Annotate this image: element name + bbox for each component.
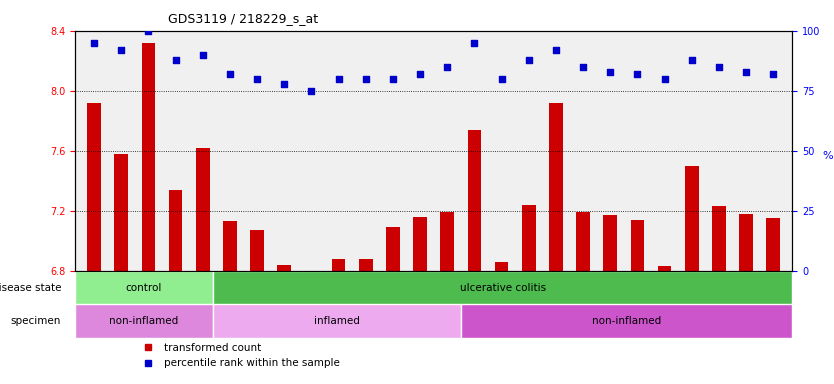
- Point: [712, 64, 726, 70]
- Point: [522, 56, 535, 63]
- Point: [196, 51, 209, 58]
- Bar: [332, 259, 345, 271]
- Point: [386, 76, 399, 82]
- Bar: [549, 103, 563, 271]
- Text: non-inflamed: non-inflamed: [109, 316, 178, 326]
- Bar: [604, 215, 617, 271]
- Bar: [278, 265, 291, 271]
- Bar: [359, 259, 373, 271]
- Point: [658, 76, 671, 82]
- Bar: [196, 148, 209, 271]
- FancyBboxPatch shape: [213, 271, 792, 304]
- Point: [685, 56, 698, 63]
- Point: [88, 40, 101, 46]
- Point: [169, 56, 183, 63]
- FancyBboxPatch shape: [75, 271, 213, 304]
- Bar: [168, 190, 183, 271]
- Point: [414, 71, 427, 77]
- Bar: [250, 230, 264, 271]
- Bar: [468, 130, 481, 271]
- Text: non-inflamed: non-inflamed: [592, 316, 661, 326]
- Point: [250, 76, 264, 82]
- Bar: [658, 266, 671, 271]
- FancyBboxPatch shape: [75, 304, 213, 338]
- Text: ulcerative colitis: ulcerative colitis: [460, 283, 545, 293]
- FancyBboxPatch shape: [213, 304, 461, 338]
- Point: [440, 64, 454, 70]
- FancyBboxPatch shape: [461, 304, 792, 338]
- Bar: [414, 217, 427, 271]
- Bar: [142, 43, 155, 271]
- Text: control: control: [126, 283, 162, 293]
- Point: [114, 47, 128, 53]
- Point: [740, 68, 753, 74]
- Text: GDS3119 / 218229_s_at: GDS3119 / 218229_s_at: [168, 12, 319, 25]
- Point: [142, 28, 155, 34]
- Text: disease state: disease state: [0, 283, 61, 293]
- Point: [224, 71, 237, 77]
- Bar: [88, 103, 101, 271]
- Point: [766, 71, 780, 77]
- Point: [631, 71, 644, 77]
- Legend: transformed count, percentile rank within the sample: transformed count, percentile rank withi…: [138, 343, 339, 368]
- Bar: [386, 227, 399, 271]
- Point: [332, 76, 345, 82]
- Bar: [766, 218, 780, 271]
- Bar: [712, 206, 726, 271]
- Point: [359, 76, 373, 82]
- Bar: [440, 212, 454, 271]
- Bar: [576, 212, 590, 271]
- Bar: [114, 154, 128, 271]
- Point: [604, 68, 617, 74]
- Bar: [224, 221, 237, 271]
- Bar: [685, 166, 699, 271]
- Y-axis label: %: %: [822, 151, 832, 161]
- Point: [468, 40, 481, 46]
- Point: [495, 76, 508, 82]
- Text: inflamed: inflamed: [314, 316, 360, 326]
- Bar: [631, 220, 644, 271]
- Text: specimen: specimen: [11, 316, 61, 326]
- Point: [304, 88, 318, 94]
- Point: [278, 81, 291, 87]
- Bar: [495, 262, 509, 271]
- Bar: [739, 214, 753, 271]
- Point: [576, 64, 590, 70]
- Bar: [522, 205, 535, 271]
- Point: [550, 47, 563, 53]
